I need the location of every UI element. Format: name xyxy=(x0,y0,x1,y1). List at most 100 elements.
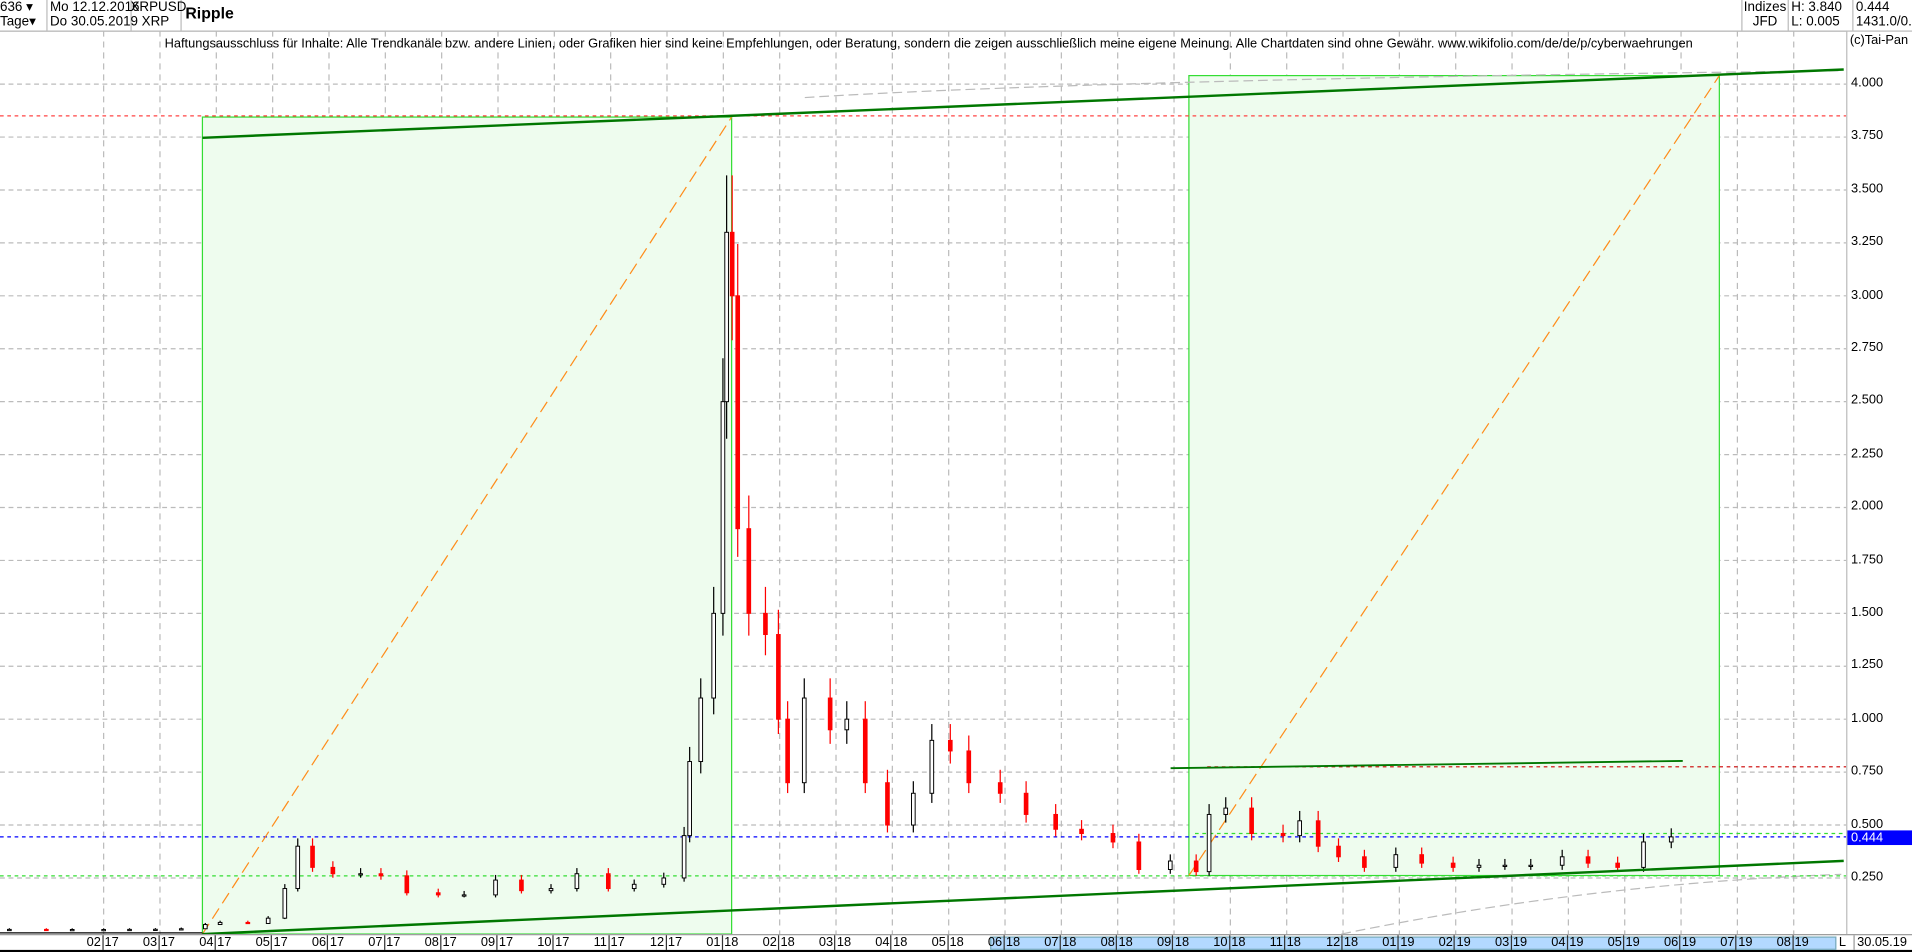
upper-trendline xyxy=(202,68,1844,140)
candle-body xyxy=(1559,856,1565,866)
candle-body xyxy=(776,634,781,720)
candle-body xyxy=(763,612,768,636)
symbol-short: XRP xyxy=(141,14,170,30)
candle-body xyxy=(310,845,315,868)
y-tick-label: 3.750 xyxy=(1851,128,1884,144)
x-tick-label: 07 19 xyxy=(1720,935,1753,950)
x-tick-label: 07 18 xyxy=(1044,935,1077,950)
y-tick-label: 3.000 xyxy=(1851,287,1884,302)
y-tick-label: 3.250 xyxy=(1851,234,1884,249)
y-tick-label: 1.000 xyxy=(1851,710,1884,726)
scroll-range-highlight[interactable] xyxy=(990,936,1837,950)
x-tick-label: 06 17 xyxy=(311,935,345,950)
x-tick-label: 09 18 xyxy=(1156,935,1190,950)
axis-end-marker[interactable]: L xyxy=(1838,935,1846,950)
x-tick-label: 08 18 xyxy=(1100,935,1133,950)
last-cell: 0.444 1431.0/0.4 xyxy=(1853,0,1912,30)
candle-body xyxy=(178,928,184,931)
candle-body xyxy=(1280,833,1286,837)
candle-body xyxy=(698,697,704,763)
candle-body xyxy=(997,782,1003,794)
candle-body xyxy=(69,929,75,932)
candle-body xyxy=(153,928,158,932)
x-tick-label: 01 18 xyxy=(706,935,739,950)
candle-body xyxy=(330,866,336,875)
y-tick-label: 0.250 xyxy=(1851,869,1884,885)
candle-body xyxy=(101,929,106,932)
candle-body xyxy=(785,718,790,784)
candle-body xyxy=(1615,862,1620,868)
x-tick-label: 12 18 xyxy=(1325,935,1359,950)
candle-body xyxy=(1193,860,1199,873)
x-tick-label: 12 17 xyxy=(649,935,683,950)
exchange: JFD xyxy=(1752,14,1778,30)
x-tick-label: 02 17 xyxy=(86,935,119,950)
candle-body xyxy=(44,928,49,932)
x-tick-label: 06 19 xyxy=(1663,935,1697,950)
candle-body xyxy=(378,873,384,877)
y-tick-label: 1.750 xyxy=(1851,551,1884,567)
candle-body xyxy=(1336,845,1341,858)
candle-body xyxy=(729,231,735,297)
candle-body xyxy=(1315,820,1321,847)
exchange-cell: Indizes JFD xyxy=(1741,0,1789,31)
candle-body xyxy=(1249,807,1254,834)
price-plot[interactable] xyxy=(0,30,1847,935)
y-tick-label: 2.250 xyxy=(1851,446,1884,461)
candle-body xyxy=(7,928,12,932)
candle-body xyxy=(127,928,132,932)
candle-body xyxy=(929,739,935,794)
candle-body xyxy=(245,921,251,925)
candle-body xyxy=(404,875,410,894)
bars-count: 636 xyxy=(0,0,23,15)
candle-body xyxy=(265,917,271,924)
y-tick-label: 2.750 xyxy=(1851,340,1884,355)
date-from: Mo 12.12.2016 xyxy=(49,0,140,15)
y-axis xyxy=(1846,30,1912,935)
x-tick-label: 05 19 xyxy=(1607,935,1640,950)
header-bar: 636 ▾ Tage▾ Mo 12.12.2016 Do 30.05.2019 … xyxy=(0,0,1912,32)
y-tick-label: 1.500 xyxy=(1851,604,1884,620)
diagonal-line-2018 xyxy=(1188,75,1720,876)
bars-selector[interactable]: 636 ▾ Tage▾ xyxy=(0,0,48,31)
symbol: XRPUSD xyxy=(130,0,187,15)
x-tick-label: 06 18 xyxy=(987,935,1021,950)
candle-body xyxy=(203,924,208,930)
candle-body xyxy=(1419,854,1425,864)
candle-body xyxy=(435,892,441,896)
candle-body xyxy=(461,894,467,897)
candle-body xyxy=(746,528,752,614)
x-tick-label: 02 18 xyxy=(762,935,795,950)
candle-body xyxy=(1585,856,1591,864)
x-tick-label: 10 18 xyxy=(1213,935,1246,950)
x-tick-label: 08 19 xyxy=(1776,935,1809,950)
candle-body xyxy=(1023,792,1029,815)
candle-body xyxy=(661,877,667,885)
x-tick-label: 03 18 xyxy=(818,935,852,950)
high-value: H: 3.840 xyxy=(1791,0,1843,15)
candle-body xyxy=(801,697,807,784)
candle-body xyxy=(1362,856,1367,868)
copyright: (c)Tai-Pan xyxy=(1849,32,1909,48)
candle-body xyxy=(827,697,833,731)
candle-body xyxy=(1297,820,1303,837)
x-tick-label: 05 18 xyxy=(931,935,964,950)
diagonal-line-2017 xyxy=(201,116,733,935)
current-price-label: 0.444 xyxy=(1847,830,1912,846)
candle-body xyxy=(1668,836,1674,843)
x-tick-label: 03 17 xyxy=(142,935,176,950)
candle-body xyxy=(574,873,580,890)
date-range[interactable]: Mo 12.12.2016 Do 30.05.2019 xyxy=(48,0,140,31)
info-value: 1431.0/0.4 xyxy=(1855,14,1912,30)
chevron-down-icon: ▾ xyxy=(26,0,33,15)
gray-dashed-curve-bottom xyxy=(1341,873,1842,935)
x-axis[interactable] xyxy=(0,934,1912,952)
high-low-cell: H: 3.840 L: 0.005 xyxy=(1788,0,1854,31)
candle-body xyxy=(720,401,726,614)
candle-body xyxy=(947,739,953,752)
disclaimer: Haftungsausschluss für Inhalte: Alle Tre… xyxy=(164,36,1693,52)
y-tick-label: 2.000 xyxy=(1851,498,1884,514)
candle-body xyxy=(548,888,554,892)
exchange-label: Indizes xyxy=(1743,0,1787,15)
candle-body xyxy=(295,845,301,890)
